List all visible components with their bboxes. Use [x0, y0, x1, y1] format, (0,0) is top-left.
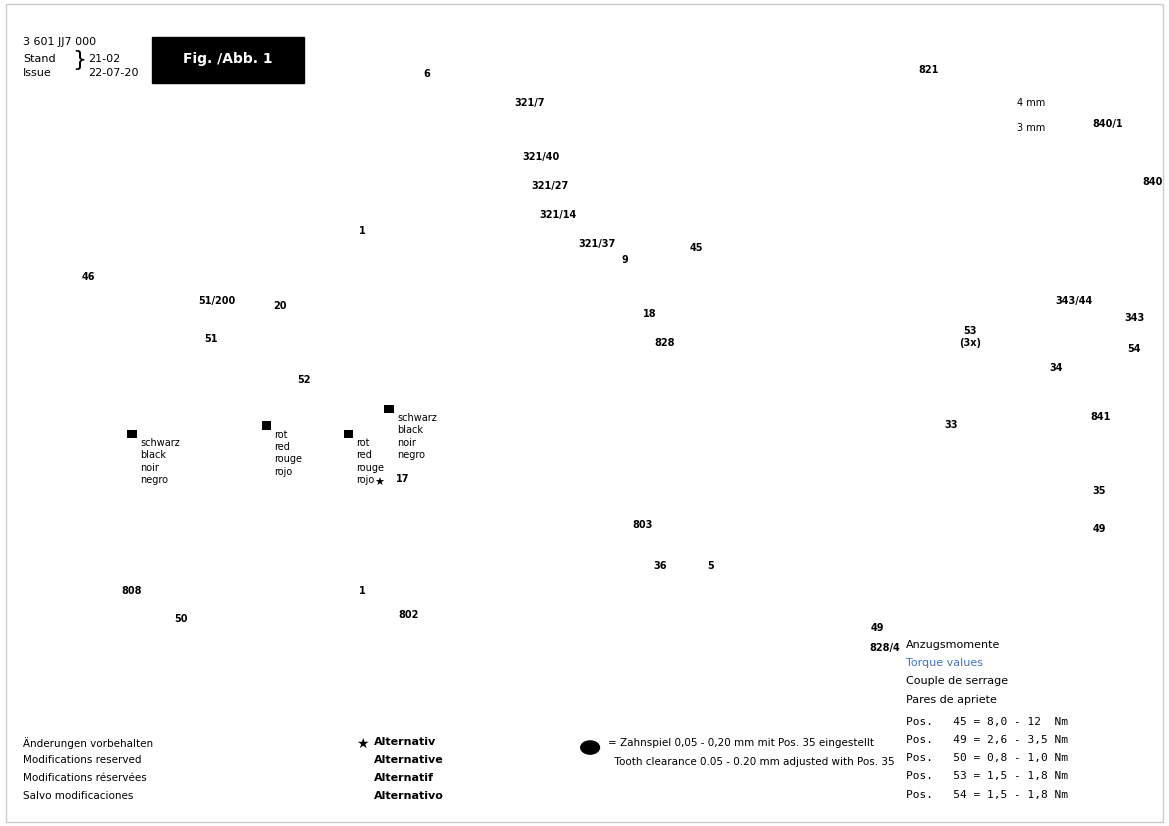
- Text: Alternatif: Alternatif: [374, 773, 434, 783]
- Text: 321/40: 321/40: [523, 152, 560, 162]
- Text: 828: 828: [655, 338, 675, 348]
- Text: Pos.   45 = 8,0 - 12  Nm: Pos. 45 = 8,0 - 12 Nm: [906, 717, 1067, 727]
- Text: Couple de serrage: Couple de serrage: [906, 676, 1008, 686]
- Text: Alternativo: Alternativo: [374, 791, 444, 801]
- Text: 22-07-20: 22-07-20: [88, 68, 138, 78]
- Text: 3 601 JJ7 000: 3 601 JJ7 000: [23, 37, 97, 47]
- Text: Alternative: Alternative: [374, 755, 444, 765]
- Text: }: }: [72, 50, 87, 70]
- Text: 3 mm: 3 mm: [1017, 123, 1045, 133]
- Bar: [262, 421, 271, 430]
- Text: ★: ★: [375, 478, 385, 488]
- Text: 54: 54: [1128, 344, 1141, 354]
- Text: 53
(3x): 53 (3x): [959, 326, 981, 348]
- Text: Issue: Issue: [23, 68, 53, 78]
- Text: Torque values: Torque values: [906, 658, 983, 668]
- Text: ★: ★: [357, 737, 369, 751]
- Text: 18: 18: [643, 309, 656, 319]
- Text: 20: 20: [272, 301, 286, 311]
- Bar: [344, 430, 353, 438]
- Text: Anzugsmomente: Anzugsmomente: [906, 640, 999, 650]
- Text: 9: 9: [622, 255, 629, 265]
- Text: Pares de apriete: Pares de apriete: [906, 695, 996, 705]
- Text: rot
red
rouge
rojo: rot red rouge rojo: [357, 438, 385, 485]
- Text: 51/200: 51/200: [199, 297, 236, 306]
- Text: 828/4: 828/4: [869, 643, 900, 653]
- Circle shape: [581, 741, 600, 754]
- Text: 5: 5: [707, 561, 714, 571]
- Text: Modifications réservées: Modifications réservées: [23, 773, 147, 783]
- Text: 840/1: 840/1: [1093, 119, 1123, 129]
- Text: 321/14: 321/14: [540, 210, 577, 220]
- Text: 321/37: 321/37: [579, 239, 616, 249]
- Text: 821: 821: [919, 65, 939, 75]
- FancyBboxPatch shape: [152, 37, 304, 83]
- Text: 343: 343: [1125, 313, 1144, 323]
- Text: 51: 51: [205, 334, 217, 344]
- Text: 49: 49: [871, 623, 885, 633]
- Text: Änderungen vorbehalten: Änderungen vorbehalten: [23, 737, 153, 748]
- Text: 808: 808: [122, 586, 143, 596]
- Text: 21-02: 21-02: [88, 54, 120, 64]
- Text: schwarz
black
noir
negro: schwarz black noir negro: [397, 413, 437, 460]
- Text: Pos.   49 = 2,6 - 3,5 Nm: Pos. 49 = 2,6 - 3,5 Nm: [906, 735, 1067, 745]
- Text: Modifications reserved: Modifications reserved: [23, 755, 141, 765]
- Text: 50: 50: [174, 615, 188, 624]
- Text: 840: 840: [1143, 177, 1163, 187]
- Text: 35: 35: [1093, 487, 1106, 496]
- Text: rot
red
rouge
rojo: rot red rouge rojo: [275, 430, 303, 477]
- Text: Pos.   50 = 0,8 - 1,0 Nm: Pos. 50 = 0,8 - 1,0 Nm: [906, 753, 1067, 763]
- Text: 1: 1: [359, 586, 366, 596]
- Text: 45: 45: [690, 243, 703, 253]
- Text: 321/7: 321/7: [514, 98, 545, 108]
- Text: Tooth clearance 0.05 - 0.20 mm adjusted with Pos. 35: Tooth clearance 0.05 - 0.20 mm adjusted …: [608, 757, 894, 767]
- Text: 1: 1: [359, 226, 366, 236]
- Text: 34: 34: [1050, 363, 1063, 373]
- Text: Fig. /Abb. 1: Fig. /Abb. 1: [184, 53, 272, 66]
- Bar: [127, 430, 137, 438]
- Text: Pos.   54 = 1,5 - 1,8 Nm: Pos. 54 = 1,5 - 1,8 Nm: [906, 790, 1067, 800]
- Text: schwarz
black
noir
negro: schwarz black noir negro: [140, 438, 180, 485]
- Text: Stand: Stand: [23, 54, 56, 64]
- Text: Pos.   53 = 1,5 - 1,8 Nm: Pos. 53 = 1,5 - 1,8 Nm: [906, 771, 1067, 781]
- Text: 6: 6: [423, 69, 430, 79]
- Text: 321/27: 321/27: [532, 181, 569, 191]
- Text: 802: 802: [399, 610, 420, 620]
- Text: 52: 52: [297, 375, 311, 385]
- Text: 33: 33: [945, 420, 957, 430]
- Text: 46: 46: [82, 272, 96, 282]
- Text: 841: 841: [1091, 412, 1111, 422]
- Text: Salvo modificaciones: Salvo modificaciones: [23, 791, 133, 801]
- Text: 49: 49: [1093, 524, 1106, 534]
- Text: 36: 36: [653, 561, 667, 571]
- Text: 343/44: 343/44: [1056, 297, 1093, 306]
- Text: = Zahnspiel 0,05 - 0,20 mm mit Pos. 35 eingestellt: = Zahnspiel 0,05 - 0,20 mm mit Pos. 35 e…: [608, 738, 873, 748]
- Text: 17: 17: [396, 474, 410, 484]
- Text: Alternativ: Alternativ: [374, 737, 436, 747]
- Bar: [385, 405, 394, 413]
- Text: 4 mm: 4 mm: [1017, 98, 1045, 108]
- Text: 803: 803: [632, 520, 653, 529]
